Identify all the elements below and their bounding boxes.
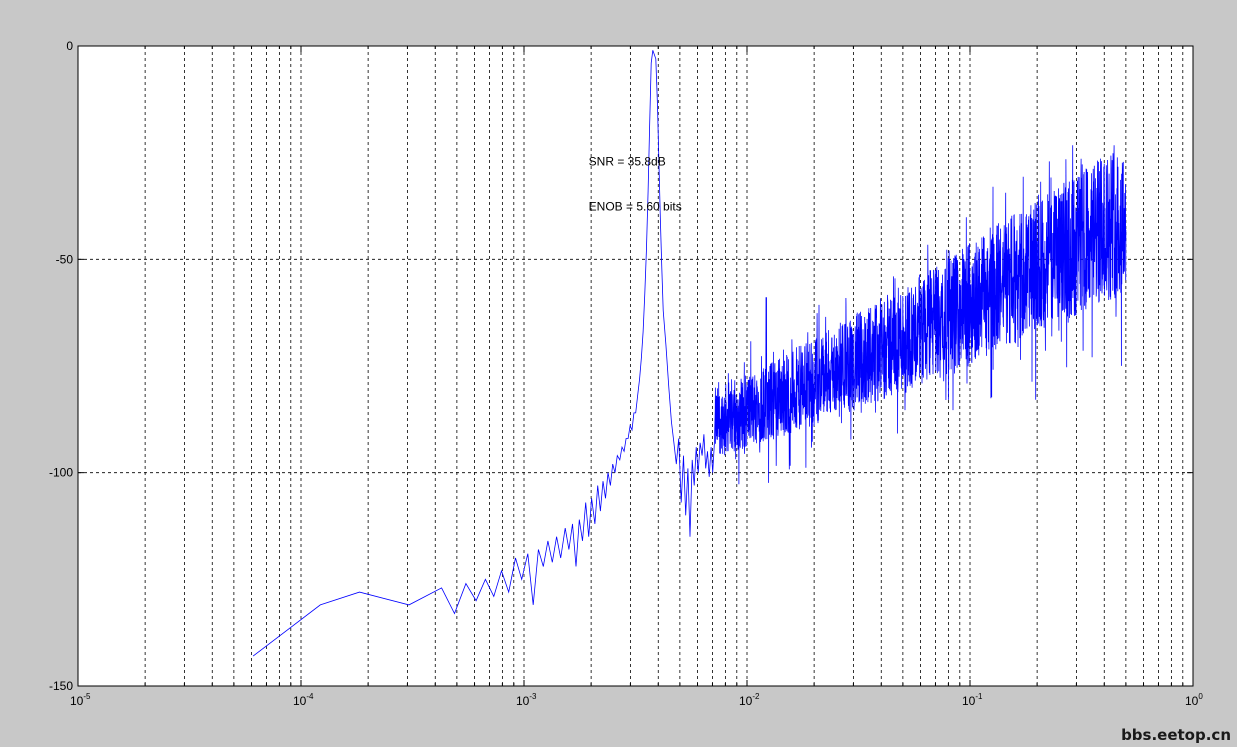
y-tick-label: -100 bbox=[49, 466, 73, 480]
x-tick-base: 10 bbox=[293, 694, 307, 708]
x-tick-label: 10-2 bbox=[739, 692, 760, 708]
x-tick-label: 10-4 bbox=[293, 692, 314, 708]
x-tick-label: 10-1 bbox=[962, 692, 983, 708]
x-tick-exponent: -3 bbox=[529, 692, 537, 701]
x-tick-exponent: 0 bbox=[1198, 692, 1203, 701]
y-tick-label: -50 bbox=[56, 252, 74, 266]
plot-area bbox=[77, 45, 1194, 687]
x-tick-base: 10 bbox=[962, 694, 976, 708]
chart-annotation: SNR = 35.8dB bbox=[589, 154, 666, 168]
annotations: SNR = 35.8dB ENOB = 5.60 bits bbox=[589, 154, 682, 213]
spectrum-line bbox=[252, 50, 1127, 657]
x-tick-base: 10 bbox=[739, 694, 753, 708]
watermark-text: bbs.eetop.cn bbox=[1121, 726, 1231, 744]
chart-annotation: ENOB = 5.60 bits bbox=[589, 199, 682, 213]
y-tick-label: -150 bbox=[49, 679, 73, 693]
x-tick-exponent: -4 bbox=[306, 692, 314, 701]
x-tick-base: 10 bbox=[1185, 694, 1199, 708]
x-tick-base: 10 bbox=[516, 694, 530, 708]
x-tick-base: 10 bbox=[70, 694, 84, 708]
x-tick-exponent: -5 bbox=[83, 692, 91, 701]
spectrum-series bbox=[252, 50, 1127, 657]
axis-ticks bbox=[77, 45, 1193, 687]
x-tick-exponent: -1 bbox=[975, 692, 983, 701]
x-tick-label: 100 bbox=[1185, 692, 1203, 708]
y-tick-label: 0 bbox=[66, 39, 73, 53]
x-tick-label: 10-3 bbox=[516, 692, 537, 708]
x-tick-label: 10-5 bbox=[70, 692, 91, 708]
x-tick-exponent: -2 bbox=[752, 692, 760, 701]
